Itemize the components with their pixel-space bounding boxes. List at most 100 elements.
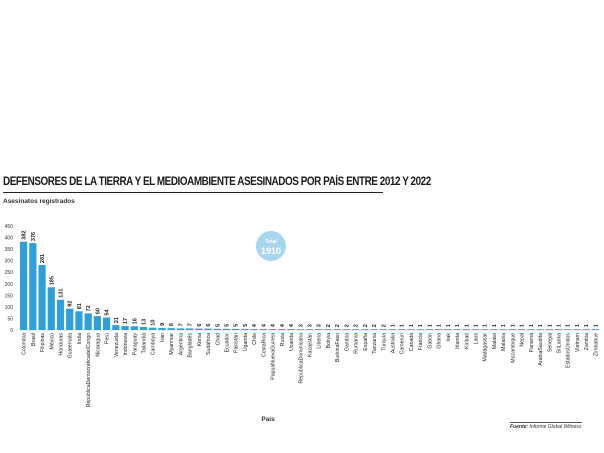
x-tick-label: Uganda: [243, 333, 249, 351]
bar: [38, 265, 46, 330]
x-tick-label: Bangladés: [188, 333, 194, 358]
value-label: 21: [114, 317, 120, 323]
x-tick-label: CostaRica: [261, 333, 267, 357]
x-tick-label: Vietnam: [575, 333, 581, 352]
bar: [388, 329, 397, 330]
x-tick-label: Perú: [105, 333, 111, 344]
y-tick-label: 250: [5, 270, 14, 276]
bar: [407, 329, 415, 330]
y-tick-label: 350: [5, 247, 14, 253]
bar: [149, 327, 157, 330]
x-tick-label: Chile: [252, 333, 258, 345]
x-tick-label: Zimbabue: [593, 333, 599, 356]
bar: [250, 329, 258, 330]
bar: [75, 311, 83, 330]
value-label: 16: [132, 318, 138, 324]
x-tick-label: Irlanda: [455, 333, 461, 349]
x-tick-label: Laos: [474, 333, 480, 345]
x-tick-label: Paraguay: [132, 333, 138, 356]
bar: [269, 329, 277, 330]
bar: [471, 329, 480, 330]
x-tick-label: Rumania: [354, 333, 360, 354]
x-tick-label: Kenia: [197, 333, 203, 346]
bar: [444, 329, 452, 330]
bar: [259, 329, 267, 330]
bar: [20, 241, 28, 330]
bar: [453, 329, 461, 330]
bar: [29, 243, 37, 330]
bar: [278, 329, 286, 330]
x-tick-label: Camboya: [151, 333, 157, 355]
value-label: 92: [68, 301, 74, 307]
value-label: 376: [31, 232, 37, 241]
value-label: 1: [474, 324, 480, 327]
source-text: Informe Global Witness: [529, 424, 582, 430]
value-label: 185: [49, 276, 55, 285]
value-label: 1: [446, 324, 452, 327]
value-label: 1: [492, 324, 498, 327]
value-label: 1: [538, 324, 544, 327]
x-tick-label: Malasia: [501, 333, 507, 351]
bar: [499, 329, 507, 330]
bar: [176, 328, 184, 330]
value-label: 1: [409, 324, 415, 327]
bar: [481, 329, 489, 330]
y-tick-label: 300: [5, 259, 14, 265]
value-label: 1: [427, 324, 433, 327]
value-label: 5: [215, 324, 221, 327]
bar: [554, 329, 563, 330]
bar: [582, 329, 590, 330]
bar: [508, 329, 516, 330]
y-tick-label: 150: [5, 293, 14, 299]
value-label: 2: [363, 324, 369, 327]
value-label: 2: [354, 324, 360, 327]
bar: [112, 325, 120, 330]
value-label: 2: [381, 324, 387, 327]
value-label: 7: [178, 323, 184, 326]
bar: [564, 329, 572, 330]
bar: [435, 329, 443, 330]
value-label: 1: [547, 324, 553, 327]
bar: [232, 328, 240, 330]
value-label: 4: [271, 323, 277, 327]
total-badge-circle: [256, 231, 286, 261]
value-label: 6: [197, 324, 203, 327]
bar: [167, 328, 175, 330]
x-tick-label: Liberia: [317, 333, 323, 349]
value-label: 5: [234, 324, 240, 327]
x-tick-label: RepúblicaDominicana: [298, 333, 304, 384]
x-tick-label: Malawi: [492, 333, 498, 349]
y-tick-label: 400: [5, 236, 14, 242]
value-label: 9: [160, 323, 166, 326]
value-label: 382: [22, 231, 28, 240]
x-tick-label: SriLanka: [557, 333, 563, 354]
value-label: 13: [142, 319, 148, 325]
value-label: 60: [95, 308, 101, 314]
bar: [545, 329, 553, 330]
x-tick-label: RepúblicaDemocráticadelCongo: [86, 333, 92, 408]
x-tick-label: Kiribati: [464, 333, 470, 349]
x-tick-labels: Colombia Brasil Filipinas México Honduras Gua…: [22, 333, 600, 408]
bar: [573, 329, 581, 330]
x-tick-label: Senegal: [547, 333, 553, 352]
x-tick-label: Nicaragua: [95, 333, 101, 357]
bar: [121, 326, 129, 330]
value-label: 3: [298, 324, 304, 327]
x-tick-label: Francia: [418, 333, 424, 350]
bar: [315, 329, 323, 330]
value-label: 4: [252, 323, 258, 327]
value-label: 2: [372, 324, 378, 327]
bar: [47, 287, 55, 330]
bar: [93, 316, 101, 330]
bar: [536, 329, 544, 330]
x-tick-label: Pakistán: [234, 333, 240, 353]
bar: [186, 328, 194, 330]
x-tick-label: Irak: [446, 333, 452, 342]
x-tick-label: Ecuador: [225, 333, 231, 353]
x-tick-label: Zambia: [584, 333, 590, 350]
value-label: 1: [593, 324, 599, 327]
x-tick-label: Sudáfrica: [206, 333, 212, 355]
bar: [425, 329, 433, 330]
bar: [352, 329, 360, 330]
x-tick-label: Tanzania: [372, 333, 378, 354]
